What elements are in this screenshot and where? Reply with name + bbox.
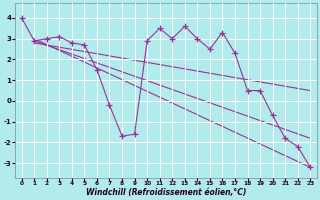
X-axis label: Windchill (Refroidissement éolien,°C): Windchill (Refroidissement éolien,°C) xyxy=(86,188,246,197)
